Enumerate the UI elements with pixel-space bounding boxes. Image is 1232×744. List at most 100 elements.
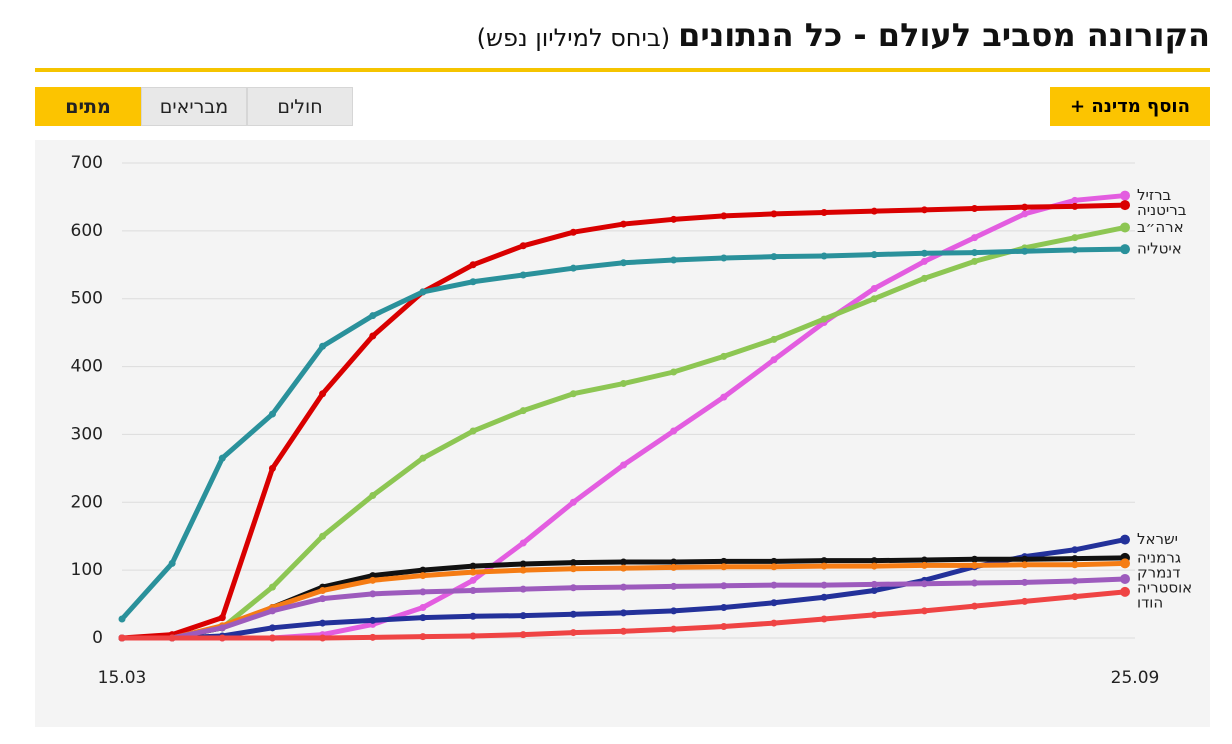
data-point — [1120, 222, 1130, 233]
data-point — [1120, 558, 1130, 569]
data-point — [519, 242, 527, 250]
data-point — [519, 566, 527, 574]
data-point — [820, 581, 828, 589]
data-point — [419, 572, 427, 580]
data-point — [920, 257, 928, 265]
data-point — [670, 607, 678, 615]
data-point — [870, 587, 878, 594]
data-point — [920, 249, 928, 257]
data-point — [569, 559, 577, 567]
data-point — [620, 461, 627, 469]
y-tick-label: 200 — [71, 492, 103, 512]
data-point — [569, 498, 577, 506]
data-point — [118, 634, 126, 642]
data-point — [419, 603, 427, 611]
data-point — [419, 566, 427, 574]
series-label: איטליה — [1137, 240, 1182, 258]
data-point — [971, 579, 979, 587]
data-point — [1021, 203, 1029, 211]
data-point — [770, 599, 778, 607]
data-point — [620, 259, 627, 267]
data-point — [720, 582, 728, 590]
data-point — [971, 257, 979, 265]
data-point — [870, 580, 878, 588]
data-point — [268, 464, 276, 472]
data-point — [268, 583, 276, 591]
data-point — [620, 380, 627, 388]
data-point — [971, 602, 979, 610]
data-point — [419, 454, 427, 462]
data-point — [218, 614, 226, 622]
divider — [35, 68, 1210, 72]
data-point — [268, 634, 276, 642]
data-point — [1071, 593, 1079, 601]
tab[interactable]: מתים — [35, 87, 141, 126]
data-point — [1021, 210, 1029, 218]
data-point — [1071, 234, 1079, 242]
data-point — [519, 271, 527, 279]
data-point — [670, 368, 678, 376]
data-point — [419, 614, 427, 622]
data-point — [369, 576, 377, 584]
data-point — [469, 587, 477, 594]
data-point — [319, 587, 327, 594]
header: הקורונה מסביב לעולם - כל הנתונים(ביחס למ… — [477, 16, 1210, 54]
tab[interactable]: מבריאים — [141, 87, 247, 126]
data-point — [920, 580, 928, 588]
data-point — [369, 590, 377, 598]
series-label: ברזיל — [1137, 186, 1172, 204]
y-tick-label: 0 — [92, 628, 103, 648]
data-point — [670, 563, 678, 571]
data-point — [168, 559, 176, 567]
data-point — [770, 557, 778, 565]
y-tick-label: 600 — [71, 221, 103, 241]
data-point — [319, 619, 327, 627]
series-label: גרמניה — [1137, 548, 1181, 566]
data-point — [820, 315, 828, 323]
data-point — [670, 215, 678, 223]
data-point — [319, 342, 327, 350]
data-point — [268, 410, 276, 418]
data-point — [770, 619, 778, 627]
data-point — [820, 557, 828, 565]
data-point — [720, 393, 728, 401]
data-point — [720, 557, 728, 565]
data-point — [1071, 202, 1079, 210]
data-point — [770, 581, 778, 589]
data-point — [920, 607, 928, 615]
data-point — [369, 492, 377, 499]
series-label: בריטניה — [1137, 201, 1187, 219]
data-point — [569, 264, 577, 272]
data-point — [870, 207, 878, 215]
data-point — [870, 251, 878, 259]
data-point — [820, 615, 828, 623]
data-point — [670, 625, 678, 633]
y-tick-label: 700 — [71, 153, 103, 173]
data-point — [469, 576, 477, 584]
data-point — [920, 556, 928, 564]
data-point — [620, 609, 627, 617]
data-point — [971, 555, 979, 563]
data-point — [569, 610, 577, 618]
tab[interactable]: חולים — [247, 87, 353, 126]
data-point — [770, 210, 778, 218]
data-point — [670, 582, 678, 590]
data-point — [820, 252, 828, 260]
data-point — [469, 261, 477, 269]
data-point — [971, 204, 979, 212]
data-point — [870, 285, 878, 293]
data-point — [870, 611, 878, 619]
data-point — [469, 562, 477, 570]
data-point — [569, 390, 577, 398]
data-point — [1071, 546, 1079, 554]
data-point — [218, 634, 226, 642]
data-point — [1071, 196, 1079, 204]
data-point — [770, 335, 778, 343]
data-point — [820, 209, 828, 217]
data-point — [469, 568, 477, 576]
data-point — [920, 561, 928, 569]
add-country-button[interactable]: הוסף מדינה + — [1050, 87, 1210, 126]
data-point — [1120, 586, 1130, 597]
data-point — [1021, 578, 1029, 586]
